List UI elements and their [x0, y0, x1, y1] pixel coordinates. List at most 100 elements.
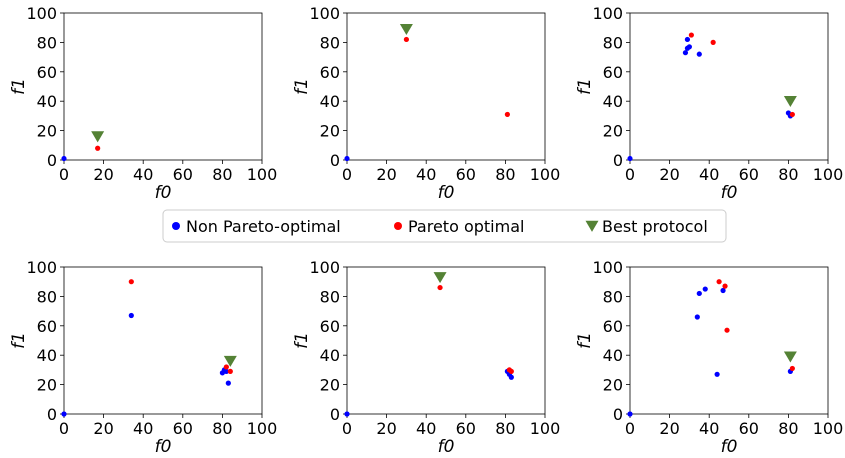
subplot-4: 0 20 40 60 80 100 0 20 40 60 80 100 f0 f1 [9, 258, 277, 457]
y-tick-label: 0 [330, 151, 340, 170]
pareto-optimal-point [724, 327, 730, 333]
y-tick-label: 0 [47, 405, 57, 424]
pareto-optimal-point [716, 279, 722, 285]
pareto-optimal-point [504, 111, 510, 118]
non-pareto-point [702, 286, 708, 292]
subplot-6: 0 20 40 60 80 100 0 20 40 60 80 100 f0 f1 [575, 258, 843, 457]
y-tick-label: 60 [320, 317, 340, 336]
x-tick-label: 80 [212, 419, 232, 438]
y-tick-label: 20 [603, 122, 623, 141]
non-pareto-point [627, 411, 633, 417]
x-tick-label: 80 [778, 419, 798, 438]
legend-label: Best protocol [602, 217, 708, 236]
x-tick-label: 0 [342, 419, 352, 438]
y-tick-label: 20 [603, 376, 623, 395]
y-tick-label: 80 [603, 33, 623, 52]
non-pareto-point [627, 155, 633, 162]
pareto-optimal-point [128, 279, 134, 285]
non-pareto-point [682, 50, 689, 56]
best-protocol-point [223, 355, 237, 367]
y-tick-label: 100 [26, 258, 57, 277]
y-tick-label: 80 [37, 287, 57, 306]
x-tick-label: 20 [659, 419, 679, 438]
legend-entry: Non Pareto-optimal [172, 217, 341, 236]
y-tick-label: 40 [603, 346, 623, 365]
pareto-optimal-point [95, 145, 101, 151]
x-tick-label: 40 [416, 165, 436, 184]
axes-frame [629, 266, 829, 415]
non-pareto-point [223, 368, 229, 374]
y-tick-label: 20 [37, 376, 57, 395]
x-tick-label: 20 [93, 165, 113, 184]
x-axis-label: f0 [721, 437, 738, 457]
pareto-optimal-point [403, 36, 409, 43]
x-tick-label: 0 [625, 419, 635, 438]
y-tick-label: 100 [592, 4, 623, 23]
x-tick-label: 100 [813, 165, 844, 184]
y-tick-label: 0 [47, 151, 57, 170]
y-axis-label: f1 [9, 78, 29, 95]
x-tick-label: 100 [530, 165, 561, 184]
best-protocol-point [783, 96, 797, 108]
x-tick-label: 100 [247, 165, 278, 184]
non-pareto-point [714, 371, 720, 377]
legend: Non Pareto-optimal Pareto optimal Best pro… [162, 209, 727, 243]
x-tick-label: 60 [173, 419, 193, 438]
non-pareto-point [344, 411, 350, 417]
legend-frame [162, 209, 727, 243]
y-tick-label: 40 [37, 346, 57, 365]
pareto-optimal-point [789, 365, 795, 372]
pareto-optimal-point [437, 284, 443, 291]
x-axis-label: f0 [438, 183, 455, 203]
legend-entry: Pareto optimal [394, 217, 524, 236]
y-tick-label: 20 [37, 122, 57, 141]
x-tick-label: 80 [495, 419, 515, 438]
x-tick-label: 60 [173, 165, 193, 184]
y-tick-label: 20 [320, 376, 340, 395]
pareto-optimal-point [710, 39, 716, 46]
x-tick-label: 40 [699, 419, 719, 438]
non-pareto-point [61, 411, 67, 417]
y-tick-label: 40 [37, 92, 57, 111]
y-tick-label: 40 [320, 346, 340, 365]
y-tick-label: 80 [37, 33, 57, 52]
pareto-optimal-point [789, 111, 795, 118]
pareto-optimal-point [722, 283, 728, 289]
y-tick-label: 60 [603, 317, 623, 336]
y-axis-label: f1 [575, 78, 595, 95]
y-tick-label: 60 [320, 63, 340, 82]
y-tick-label: 40 [603, 92, 623, 111]
x-tick-label: 40 [133, 165, 153, 184]
pareto-optimal-point [688, 32, 694, 38]
y-tick-label: 60 [37, 63, 57, 82]
x-tick-label: 100 [247, 419, 278, 438]
y-tick-label: 100 [309, 4, 340, 23]
y-tick-label: 80 [320, 33, 340, 52]
best-protocol-point [433, 272, 447, 284]
legend-triangle-marker [585, 220, 599, 232]
y-tick-label: 60 [37, 317, 57, 336]
y-tick-label: 60 [603, 63, 623, 82]
non-pareto-point [61, 155, 67, 162]
x-tick-label: 20 [376, 419, 396, 438]
x-tick-label: 0 [59, 419, 69, 438]
pareto-optimal-point [223, 364, 229, 370]
axes-frame [629, 12, 829, 161]
legend-circle-marker [394, 222, 402, 230]
y-axis-label: f1 [292, 78, 312, 95]
y-tick-label: 0 [613, 405, 623, 424]
x-tick-label: 100 [813, 419, 844, 438]
subplot-3: 0 20 40 60 80 100 0 20 40 60 80 100 f0 f1 [575, 4, 843, 203]
subplots-layer: 0 20 40 60 80 100 0 20 40 60 80 100 f0 f1 0 20 40 60 80 100… [9, 4, 843, 457]
non-pareto-point [684, 36, 691, 43]
y-tick-label: 100 [309, 258, 340, 277]
x-axis-label: f0 [721, 183, 738, 203]
non-pareto-point [694, 314, 700, 320]
non-pareto-point [696, 290, 702, 297]
subplot-1: 0 20 40 60 80 100 0 20 40 60 80 100 f0 f1 [9, 4, 277, 203]
y-axis-label: f1 [575, 332, 595, 349]
x-axis-label: f0 [155, 183, 172, 203]
y-tick-label: 20 [320, 122, 340, 141]
legend-label: Pareto optimal [408, 217, 524, 236]
x-tick-label: 40 [133, 419, 153, 438]
